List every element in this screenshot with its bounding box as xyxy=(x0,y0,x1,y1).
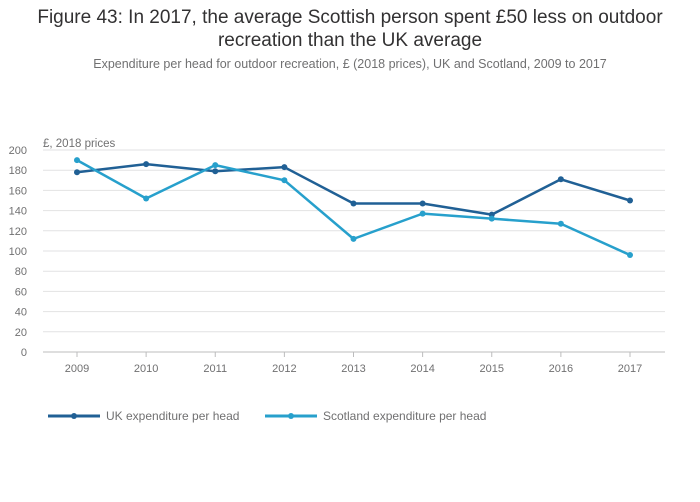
chart-title: Figure 43: In 2017, the average Scottish… xyxy=(37,7,663,51)
data-point[interactable] xyxy=(143,195,150,202)
x-tick-label: 2013 xyxy=(341,363,365,375)
data-point[interactable] xyxy=(212,162,219,169)
y-tick-label: 60 xyxy=(15,286,27,298)
data-point[interactable] xyxy=(350,235,357,242)
y-tick-label: 120 xyxy=(9,226,27,238)
y-tick-label: 0 xyxy=(21,347,27,359)
x-tick-label: 2014 xyxy=(410,363,434,375)
y-tick-label: 200 xyxy=(9,145,27,157)
series-scotland xyxy=(74,157,633,259)
data-point[interactable] xyxy=(557,220,564,227)
legend: UK expenditure per head Scotland expendit… xyxy=(48,409,486,423)
legend-item[interactable]: Scotland expenditure per head xyxy=(265,409,486,423)
data-point[interactable] xyxy=(281,164,288,171)
chart-subtitle: Expenditure per head for outdoor recreat… xyxy=(93,57,607,71)
legend-label: Scotland expenditure per head xyxy=(323,409,486,423)
x-tick-label: 2010 xyxy=(134,363,158,375)
y-tick-label: 40 xyxy=(15,307,27,319)
legend-swatch-marker xyxy=(71,413,77,419)
data-point[interactable] xyxy=(143,161,150,168)
x-tick-label: 2015 xyxy=(480,363,504,375)
data-point[interactable] xyxy=(74,157,80,164)
x-tick-label: 2016 xyxy=(549,363,573,375)
data-point[interactable] xyxy=(350,200,357,207)
axes: 0 20 40 60 80 100 120 140 160 180 200 2009 2010 2011 2… xyxy=(9,145,643,375)
y-axis-title: £, 2018 prices xyxy=(43,138,115,150)
legend-item[interactable]: UK expenditure per head xyxy=(48,409,239,423)
data-point[interactable] xyxy=(212,168,219,175)
series-layer xyxy=(74,157,633,259)
data-point[interactable] xyxy=(627,197,633,204)
y-tick-label: 140 xyxy=(9,206,27,218)
y-tick-label: 100 xyxy=(9,246,27,258)
data-point[interactable] xyxy=(488,215,495,222)
data-point[interactable] xyxy=(627,252,633,259)
x-tick-label: 2017 xyxy=(618,363,642,375)
y-tick-label: 160 xyxy=(9,185,27,197)
data-point[interactable] xyxy=(557,176,564,183)
series-line xyxy=(76,162,631,216)
x-tick-label: 2011 xyxy=(203,363,227,375)
grid-lines xyxy=(43,149,665,353)
y-tick-label: 180 xyxy=(9,165,27,177)
legend-label: UK expenditure per head xyxy=(106,409,239,423)
data-point[interactable] xyxy=(74,169,80,176)
legend-swatch-marker xyxy=(288,413,294,419)
x-tick-label: 2012 xyxy=(272,363,296,375)
x-tick-label: 2009 xyxy=(65,363,89,375)
y-tick-label: 20 xyxy=(15,327,27,339)
data-point[interactable] xyxy=(281,177,288,184)
data-point[interactable] xyxy=(419,200,426,207)
y-tick-label: 80 xyxy=(15,266,27,278)
data-point[interactable] xyxy=(419,210,426,217)
series-uk xyxy=(74,161,633,218)
